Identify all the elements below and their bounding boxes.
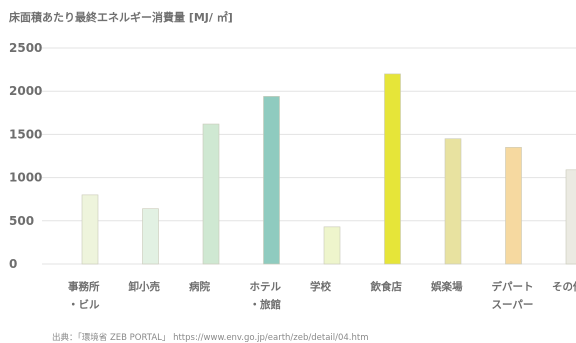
- x-tick-label: 病院: [189, 281, 210, 293]
- bar: [263, 96, 280, 265]
- y-tick-label: 0: [9, 257, 17, 271]
- x-tick-label: 娯楽場: [431, 281, 463, 293]
- bar: [202, 123, 220, 265]
- bar: [81, 194, 99, 265]
- y-tick-label: 1000: [9, 171, 42, 185]
- x-tick-label: その他: [552, 281, 576, 293]
- x-tick-label: 飲食店: [370, 281, 403, 293]
- chart-title: 床面積あたり最終エネルギー消費量 [MJ/ ㎡]: [9, 11, 233, 24]
- bar: [323, 226, 341, 265]
- y-tick-label: 1500: [9, 127, 42, 141]
- x-tick-label: ホテル ・旅館: [249, 281, 282, 311]
- source-caption: 出典：「環境省 ZEB PORTAL」 https://www.env.go.j…: [52, 333, 369, 343]
- x-tick-label: 事務所 ・ビル: [68, 281, 100, 311]
- y-tick-label: 2000: [9, 84, 42, 98]
- x-tick-label: デパート スーパー: [491, 281, 534, 311]
- x-tick-label: 卸小売: [128, 281, 161, 293]
- y-tick-label: 500: [9, 214, 34, 228]
- y-tick-label: 2500: [9, 41, 42, 55]
- bar: [505, 147, 522, 265]
- bar: [142, 208, 159, 265]
- bar: [384, 73, 401, 265]
- bar: [444, 138, 462, 265]
- bar: [565, 169, 576, 265]
- x-tick-label: 学校: [310, 281, 331, 293]
